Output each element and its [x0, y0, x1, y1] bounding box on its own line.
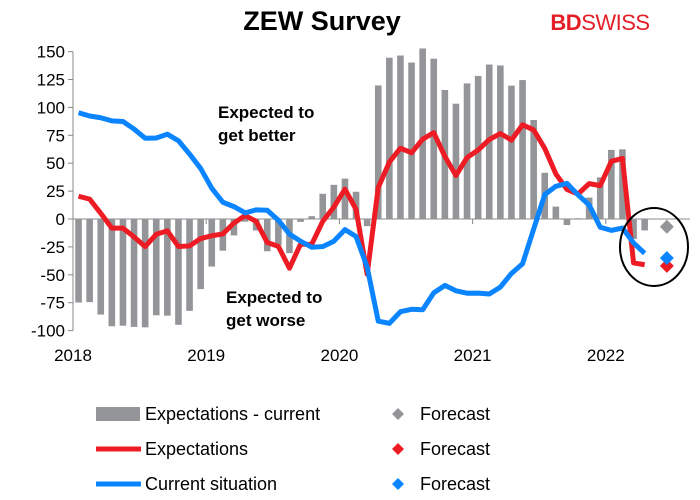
bar-expectations-current: [308, 216, 315, 219]
y-tick-label: 150: [37, 43, 65, 62]
bar-expectations-current: [552, 206, 560, 219]
legend-label: Current situation: [145, 474, 277, 494]
bar-expectations-current: [97, 219, 105, 315]
y-tick-label: -25: [40, 238, 65, 257]
forecast-marker: [659, 258, 674, 273]
annotation-worse: Expected to get worse: [226, 288, 322, 330]
bar-expectations-current: [230, 219, 238, 236]
y-tick-label: 0: [56, 210, 65, 229]
bar-expectations-current: [619, 149, 626, 219]
bar-expectations-current: [630, 219, 637, 239]
x-tick-label: 2021: [454, 346, 492, 365]
legend-swatch-diamond: [392, 408, 404, 420]
y-tick-label: 50: [46, 154, 65, 173]
bar-expectations-current: [119, 219, 127, 326]
bar-expectations-current: [530, 120, 537, 219]
line-current-situation: [77, 110, 647, 326]
bar-expectations-current: [463, 83, 471, 219]
x-tick-label: 2020: [320, 346, 358, 365]
bar-expectations-current: [175, 219, 182, 325]
y-tick-label: -50: [40, 266, 65, 285]
bar-expectations-current: [574, 218, 582, 219]
x-tick-label: 2022: [587, 346, 625, 365]
bdswiss-logo: BDSWISS: [550, 10, 650, 35]
bar-expectations-current: [319, 193, 327, 219]
svg-text:BDSWISS: BDSWISS: [550, 10, 649, 35]
bar-expectations-current: [386, 57, 393, 219]
chart-title: ZEW Survey: [243, 6, 401, 36]
legend-swatch-diamond: [392, 478, 404, 490]
forecast-highlight-ellipse: [619, 207, 689, 287]
bar-expectations-current: [452, 103, 460, 219]
line-expectations: [77, 122, 646, 277]
y-tick-label: 75: [46, 126, 65, 145]
legend-label: Forecast: [420, 439, 490, 459]
y-tick-label: 100: [37, 98, 65, 117]
bar-expectations-current: [430, 58, 438, 219]
x-tick-label: 2018: [54, 346, 92, 365]
bar-expectations-current: [197, 219, 204, 290]
bar-expectations-current: [608, 149, 615, 219]
forecast-marker: [659, 219, 674, 234]
bar-expectations-current: [186, 219, 193, 311]
bar-expectations-current: [563, 219, 571, 226]
bar-expectations-current: [297, 219, 304, 222]
annotation-better: Expected to get better: [218, 103, 314, 145]
legend-label: Forecast: [420, 474, 490, 494]
bar-expectations-current: [86, 219, 93, 303]
bar-expectations-current: [164, 219, 171, 316]
bar-expectations-current: [208, 219, 216, 267]
bar-expectations-current: [508, 85, 515, 219]
bar-expectations-current: [108, 219, 116, 327]
forecast-marker: [659, 251, 674, 266]
bar-expectations-current: [596, 177, 604, 219]
bar-expectations-current: [397, 55, 404, 220]
y-tick-label: -75: [40, 294, 65, 313]
bar-expectations-current: [363, 219, 371, 227]
bar-expectations-current: [275, 219, 282, 246]
bar-expectations-current: [75, 219, 82, 303]
bar-expectations-current: [141, 219, 149, 328]
y-tick-label: -100: [31, 322, 65, 341]
bar-expectations-current: [408, 62, 415, 219]
legend-swatch-bar: [96, 407, 140, 421]
bar-expectations-current: [263, 219, 271, 252]
bar-expectations-current: [374, 85, 382, 220]
x-tick-label: 2019: [187, 346, 225, 365]
bar-expectations-current: [497, 65, 504, 219]
bar-expectations-current: [419, 48, 426, 219]
bar-expectations-current: [341, 178, 349, 219]
legend-label: Expectations: [145, 439, 248, 459]
bar-expectations-current: [330, 184, 338, 219]
bar-expectations-current: [241, 219, 249, 222]
y-tick-label: 25: [46, 182, 65, 201]
legend-label: Forecast: [420, 404, 490, 424]
bar-expectations-current: [519, 80, 526, 219]
bar-expectations-current: [130, 219, 138, 327]
legend-label: Expectations - current: [145, 404, 320, 424]
bar-expectations-current: [641, 219, 648, 231]
bar-expectations-current: [152, 219, 160, 316]
legend-swatch-diamond: [392, 443, 404, 455]
y-tick-label: 125: [37, 71, 65, 90]
